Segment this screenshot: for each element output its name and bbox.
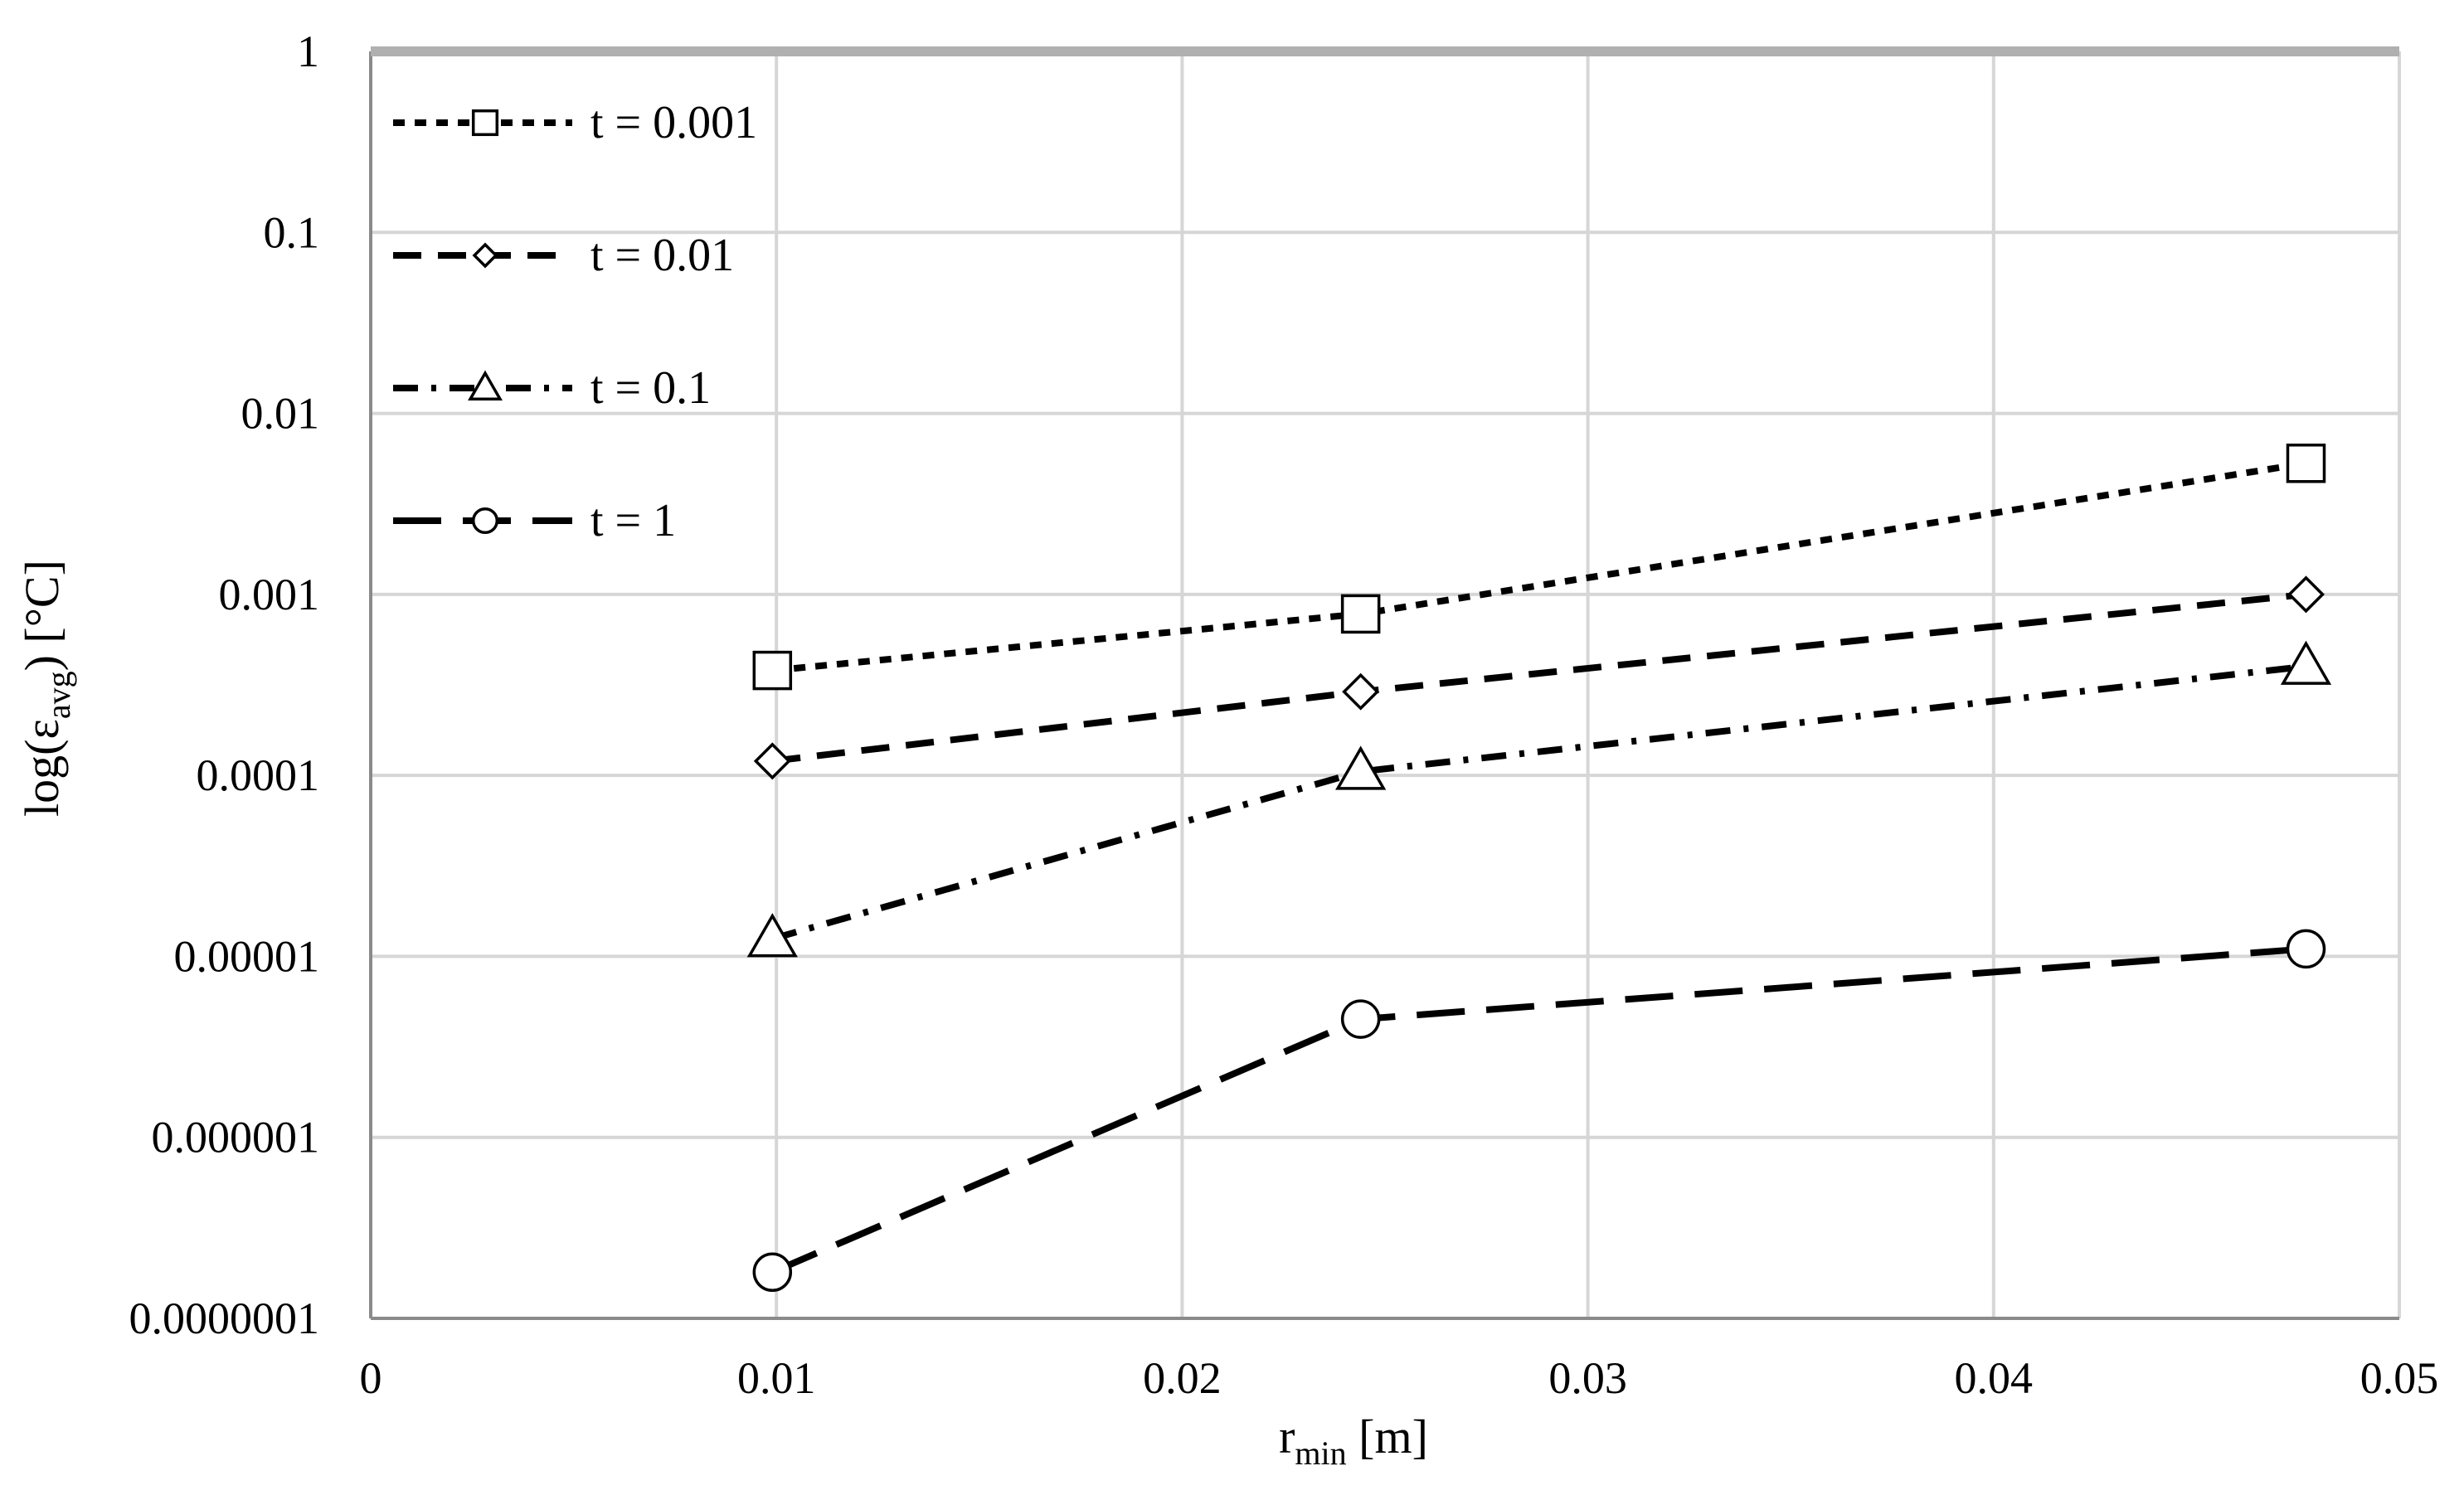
y-tick-label: 0.001: [219, 570, 320, 619]
y-axis-title-unit: ) [°C]: [15, 560, 69, 671]
series-triangle: [746, 640, 2332, 958]
y-axis-title-sub: avg: [40, 671, 77, 719]
point-marker-square: [752, 650, 793, 691]
x-tick-label: 0.04: [1955, 1353, 2034, 1403]
series-line: [771, 459, 2307, 674]
legend-item: t = 0.001: [393, 97, 757, 148]
point-marker-square: [2286, 444, 2326, 483]
point-marker-diamond: [753, 742, 791, 780]
legend-label: t = 0.001: [590, 97, 757, 148]
tick-labels: 1 0.1 0.01 0.001 0.0001 0.00001 0.000001 0.0000…: [129, 27, 2439, 1403]
series-circle: [752, 929, 2326, 1293]
x-tick-label: 0.02: [1143, 1353, 1222, 1403]
point-marker-triangle: [2280, 640, 2332, 685]
series-line: [771, 590, 2306, 764]
x-tick-label: 0.03: [1548, 1353, 1627, 1403]
legend-label: t = 0.1: [590, 362, 711, 414]
point-marker-circle: [471, 507, 499, 535]
y-tick-label: 0.00001: [174, 931, 320, 981]
point-marker-circle: [1340, 999, 1381, 1039]
y-axis-title: log(εavg) [°C]: [15, 560, 77, 817]
point-marker-triangle: [746, 913, 798, 958]
legend-label: t = 0.01: [590, 230, 734, 281]
point-marker-triangle: [1335, 745, 1387, 790]
series-square: [752, 444, 2326, 691]
y-axis-title-main: log(ε: [15, 719, 69, 817]
x-axis-title-unit: [m]: [1347, 1410, 1428, 1463]
y-tick-label: 0.1: [264, 207, 320, 257]
point-marker-diamond: [1342, 672, 1380, 711]
point-marker-square: [471, 109, 499, 137]
x-tick-label: 0: [360, 1353, 382, 1403]
point-marker-triangle: [468, 370, 503, 401]
point-marker-circle: [752, 1252, 793, 1293]
y-tick-label: 0.0000001: [129, 1293, 320, 1343]
x-axis-title-sub: min: [1295, 1434, 1346, 1472]
x-tick-label: 0.01: [737, 1353, 816, 1403]
series-line: [771, 662, 2306, 943]
legend-item: t = 0.1: [393, 362, 711, 414]
series-diamond: [753, 575, 2325, 780]
point-marker-diamond: [2287, 575, 2325, 614]
legend: t = 0.001 t = 0.01 t = 0.1 t = 1: [393, 97, 757, 546]
point-marker-diamond: [472, 242, 498, 269]
x-axis-title-main: r: [1279, 1410, 1295, 1463]
legend-item: t = 0.01: [393, 230, 734, 281]
legend-label: t = 1: [590, 495, 676, 546]
series-layer: [746, 444, 2332, 1293]
series-line: [770, 945, 2306, 1275]
y-tick-label: 1: [297, 27, 319, 76]
x-tick-label: 0.05: [2360, 1353, 2439, 1403]
y-tick-label: 0.000001: [152, 1113, 320, 1162]
point-marker-square: [1340, 594, 1381, 634]
y-tick-label: 0.0001: [197, 750, 320, 800]
x-axis-title: rmin [m]: [1279, 1410, 1428, 1472]
point-marker-circle: [2286, 929, 2326, 969]
y-tick-label: 0.01: [241, 389, 320, 439]
axes: [369, 46, 2399, 1320]
legend-item: t = 1: [393, 495, 676, 546]
grid: [371, 50, 2401, 1320]
